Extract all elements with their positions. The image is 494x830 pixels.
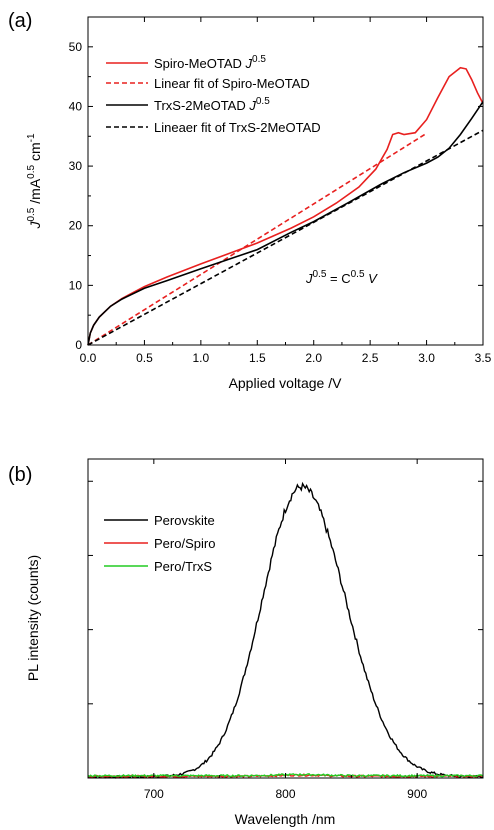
legend-label-spiro-fit: Linear fit of Spiro-MeOTAD [154, 76, 310, 91]
panel-b-xtick-label: 700 [144, 787, 164, 801]
panel-a-xtick-label: 0.0 [80, 351, 97, 365]
legend-label-perovskite: Perovskite [154, 513, 215, 528]
panel-a-ytick-label: 20 [69, 219, 83, 233]
panel-a-ticks: 0.0 0.5 1.0 1.5 2.0 2.5 3.0 3.5 0 10 20 30 40 50 [69, 17, 492, 365]
panel-a-legend: Spiro-MeOTAD J0.5 Linear fit of Spiro-Me… [106, 54, 321, 135]
legend-label-pero-trxs: Pero/TrxS [154, 559, 212, 574]
panel-a-frame [87, 16, 484, 346]
panel-a-xtick-label: 3.0 [418, 351, 435, 365]
panel-b-y-axis-label: PL intensity (counts) [25, 555, 41, 681]
legend-label-trxs-fit: Lineaer fit of TrxS-2MeOTAD [154, 120, 321, 135]
panel-a-label: (a) [8, 10, 32, 32]
panel-a-xtick-label: 1.5 [249, 351, 266, 365]
panel-b-ticks: 700 800 900 [87, 459, 484, 801]
panel-a-xtick-label: 3.5 [475, 351, 492, 365]
panel-a-series-line-2 [87, 101, 484, 346]
panel-b-label: (b) [8, 464, 32, 486]
panel-a-ytick-label: 50 [69, 40, 83, 54]
legend-label-spiro: Spiro-MeOTAD J0.5 [154, 54, 266, 71]
panel-a-ytick-label: 0 [75, 338, 82, 352]
panel-b-legend: Perovskite Pero/Spiro Pero/TrxS [104, 513, 215, 574]
panel-b-x-axis-label: Wavelength /nm [235, 811, 336, 827]
panel-a-ytick-label: 30 [69, 159, 83, 173]
panel-a-xtick-label: 1.0 [193, 351, 210, 365]
legend-label-pero-spiro: Pero/Spiro [154, 536, 215, 551]
legend-label-trxs: TrxS-2MeOTAD J0.5 [154, 96, 270, 113]
panel-a-equation-annotation: J0.5 = C0.5 V [305, 269, 378, 286]
panel-a-series-line-0 [87, 66, 484, 346]
panel-a-series [87, 66, 484, 346]
panel-a-xtick-label: 0.5 [136, 351, 153, 365]
panel-a-series-line-1 [87, 132, 428, 346]
panel-a-ytick-label: 40 [69, 99, 83, 113]
panel-b-frame [87, 458, 484, 779]
panel-a-ytick-label: 10 [69, 278, 83, 292]
panel-a-y-axis-label: J0.5 /mA0.5 cm-1 [26, 133, 43, 229]
panel-b-xtick-label: 800 [275, 787, 295, 801]
panel-a-x-axis-label: Applied voltage /V [229, 375, 343, 391]
panel-b-series [87, 481, 484, 779]
panel-b-xtick-label: 900 [407, 787, 427, 801]
panel-a-series-line-3 [87, 129, 484, 346]
panel-a-xtick-label: 2.5 [362, 351, 379, 365]
panel-b: (b) 700 800 900 Wavelength /nm PL intensit… [8, 458, 484, 827]
panel-a: (a) 0.0 0.5 1.0 1.5 2.0 2.5 3.0 3.501020304050 … [8, 10, 492, 391]
panel-b-series-line-0 [87, 481, 484, 779]
panel-a-xtick-label: 2.0 [305, 351, 322, 365]
